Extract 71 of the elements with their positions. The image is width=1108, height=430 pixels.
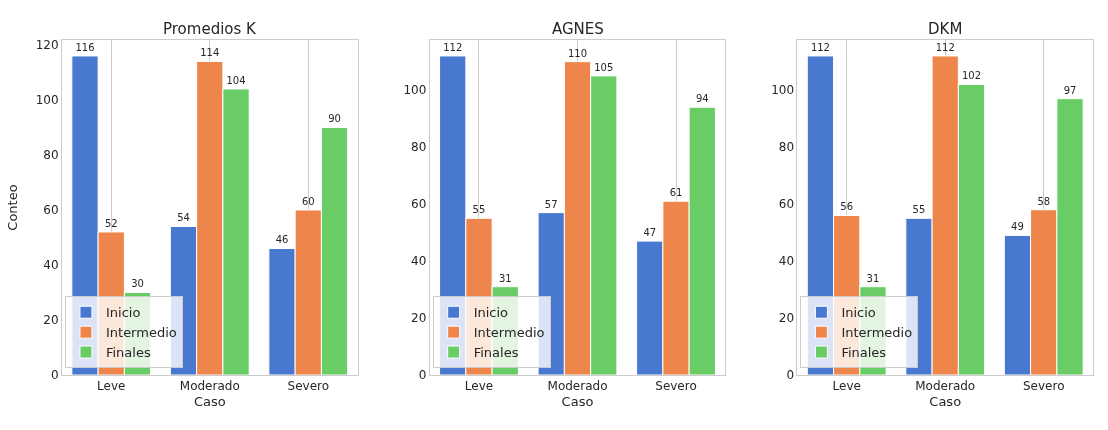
y-tick-label: 80 <box>411 140 427 155</box>
y-tick-label: 60 <box>778 197 795 212</box>
x-tick-label: Leve <box>832 379 861 394</box>
y-tick-label: 0 <box>786 368 795 383</box>
y-tick-label: 60 <box>43 203 59 218</box>
y-tick-label: 120 <box>35 38 59 53</box>
data-label: 105 <box>594 61 614 73</box>
x-axis-title: Caso <box>193 394 226 409</box>
chart-title: Promedios K <box>163 20 258 38</box>
data-label: 55 <box>912 204 926 216</box>
x-axis-title: Caso <box>561 394 594 409</box>
y-tick-label: 100 <box>35 93 59 108</box>
y-tick-label: 20 <box>778 311 795 326</box>
x-tick-label: Moderado <box>915 379 976 394</box>
data-label: 55 <box>472 204 486 216</box>
y-tick-label: 0 <box>50 368 59 383</box>
data-label: 90 <box>328 113 341 125</box>
data-label: 116 <box>75 41 95 53</box>
legend-label: Inicio <box>105 305 141 321</box>
legend-label: Intermedio <box>105 325 177 341</box>
y-tick-label: 60 <box>411 197 427 212</box>
data-label: 61 <box>669 187 683 199</box>
x-tick-label: Leve <box>464 379 494 394</box>
x-tick-label: Leve <box>97 379 126 394</box>
x-tick-label: Severo <box>655 379 697 394</box>
data-label: 31 <box>866 272 880 284</box>
data-label: 49 <box>1011 221 1024 233</box>
x-tick-label: Moderado <box>547 379 608 394</box>
data-label: 60 <box>301 195 315 207</box>
data-label: 31 <box>498 272 512 284</box>
legend-label: Finales <box>473 345 519 361</box>
y-tick-label: 100 <box>403 83 427 98</box>
data-label: 54 <box>177 212 190 224</box>
x-axis-title: Caso <box>929 394 962 409</box>
legend-label: Finales <box>841 345 887 361</box>
y-tick-label: 40 <box>411 254 427 269</box>
data-label: 47 <box>643 227 657 239</box>
legend-label: Intermedio <box>841 325 913 341</box>
data-label: 46 <box>275 234 289 246</box>
legend-label: Finales <box>105 345 151 361</box>
data-label: 114 <box>200 47 220 59</box>
y-tick-label: 20 <box>411 311 427 326</box>
y-axis-title: Conteo <box>4 184 20 231</box>
data-label: 57 <box>544 198 558 210</box>
y-tick-label: 40 <box>43 258 59 273</box>
y-tick-label: 0 <box>418 368 427 383</box>
y-tick-label: 20 <box>43 313 59 328</box>
legend-label: Intermedio <box>473 325 545 341</box>
data-label: 58 <box>1037 195 1051 207</box>
x-tick-label: Severo <box>1022 379 1065 394</box>
x-tick-label: Severo <box>287 379 330 394</box>
data-label: 104 <box>226 74 246 86</box>
data-label: 56 <box>840 201 854 213</box>
data-label: 30 <box>131 278 144 290</box>
data-label: 94 <box>695 93 709 105</box>
x-tick-label: Moderado <box>179 379 240 394</box>
legend-label: Inicio <box>473 305 509 321</box>
data-label: 110 <box>567 47 588 59</box>
y-tick-label: 40 <box>778 254 795 269</box>
data-label: 52 <box>104 217 118 229</box>
data-label: 102 <box>961 70 982 82</box>
chart-title: DKM <box>928 20 963 38</box>
y-tick-label: 80 <box>778 140 795 155</box>
legend-label: Inicio <box>841 305 876 321</box>
chart-title: AGNES <box>552 20 604 38</box>
y-tick-label: 100 <box>771 83 795 98</box>
data-label: 97 <box>1063 84 1077 96</box>
data-label: 112 <box>810 41 830 53</box>
data-label: 112 <box>935 41 955 53</box>
y-tick-label: 80 <box>43 148 59 163</box>
data-label: 112 <box>443 41 463 53</box>
